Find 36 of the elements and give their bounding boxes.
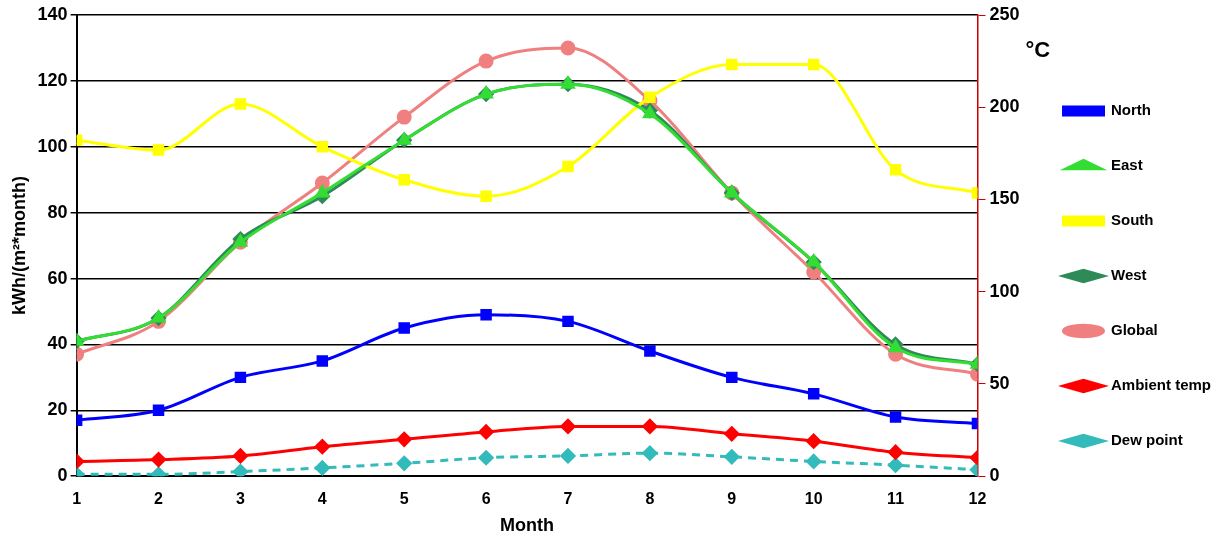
x-tick-label: 1: [72, 490, 82, 508]
legend-label: West: [1111, 266, 1147, 284]
legend-label: Ambient temp: [1111, 376, 1212, 394]
y-tick-label: 120: [37, 69, 68, 90]
x-tick-label: 2: [154, 490, 164, 508]
y2-tick-label: 50: [989, 372, 1010, 393]
y-tick-label: 140: [37, 3, 68, 24]
legend-label: East: [1111, 156, 1143, 174]
x-tick-label: 6: [481, 490, 491, 508]
y2-tick-label: 150: [989, 188, 1020, 209]
y-tick-label: 0: [57, 465, 68, 486]
legend-label: Global: [1111, 321, 1158, 339]
y2-tick-label: 250: [989, 3, 1020, 24]
y2-axis-title: °C: [1025, 37, 1051, 62]
y-axis-title: kWh/(m²*month): [8, 176, 29, 316]
x-axis-title: Month: [500, 515, 555, 536]
y-tick-label: 100: [37, 135, 68, 156]
x-tick-label: 11: [887, 490, 905, 508]
x-tick-label: 10: [804, 490, 823, 508]
legend-label: South: [1111, 211, 1154, 229]
x-tick-label: 3: [235, 490, 245, 508]
x-tick-label: 4: [317, 490, 327, 508]
x-tick-label: 8: [645, 490, 655, 508]
y2-tick-label: 100: [989, 280, 1020, 301]
x-tick-label: 7: [563, 490, 573, 508]
legend-label: North: [1111, 101, 1151, 119]
x-tick-label: 12: [968, 490, 987, 508]
y2-tick-label: 200: [989, 96, 1020, 117]
x-tick-label: 5: [399, 490, 409, 508]
y-tick-label: 60: [47, 267, 68, 288]
y-tick-label: 20: [47, 399, 68, 420]
legend-label: Dew point: [1111, 431, 1183, 449]
y-tick-label: 40: [47, 333, 68, 354]
y2-tick-label: 0: [989, 465, 1000, 486]
x-tick-label: 9: [727, 490, 737, 508]
y-tick-label: 80: [47, 201, 68, 222]
